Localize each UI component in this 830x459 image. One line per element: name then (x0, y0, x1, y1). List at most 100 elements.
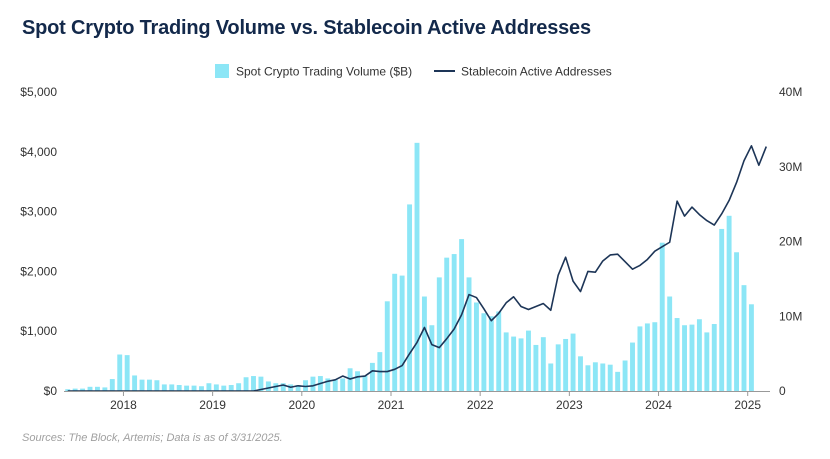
right-tick-label: 10M (779, 309, 802, 323)
volume-bar (674, 318, 680, 391)
x-tick-label: 2021 (378, 398, 405, 412)
volume-bar (236, 383, 242, 391)
right-tick-label: 30M (779, 160, 802, 174)
volume-bar (563, 338, 569, 391)
volume-bar (414, 142, 420, 391)
volume-bar (228, 385, 234, 391)
left-axis: $0 $1,000 $2,000 $3,000 $4,000 $5,000 (20, 85, 57, 398)
volume-bar (80, 388, 86, 391)
volume-bar (280, 383, 286, 391)
volume-bar (303, 380, 308, 391)
volume-bar (518, 338, 524, 391)
legend: Spot Crypto Trading Volume ($B) Stableco… (215, 64, 612, 79)
volume-bar (87, 386, 93, 391)
volume-bars (65, 142, 754, 391)
volume-bar (65, 389, 71, 391)
volume-bar (711, 324, 717, 391)
volume-bar (213, 384, 219, 391)
volume-bar (117, 354, 123, 391)
x-axis: 2018 2019 2020 2021 2022 2023 2024 2025 (110, 391, 761, 412)
volume-bar (176, 385, 182, 391)
volume-bar (94, 386, 100, 391)
volume-bar (184, 385, 190, 391)
volume-bar (265, 381, 271, 391)
volume-bar (355, 371, 360, 391)
volume-bar (741, 285, 747, 391)
volume-bar (630, 342, 635, 391)
volume-bar (607, 364, 613, 391)
volume-bar (748, 304, 754, 391)
volume-bar (719, 228, 725, 391)
right-axis: 0 10M 20M 30M 40M (779, 85, 802, 398)
volume-bar (332, 379, 338, 391)
volume-bar (325, 378, 331, 391)
volume-bar (161, 384, 167, 391)
volume-bar (667, 296, 673, 391)
left-tick-label: $3,000 (20, 205, 57, 219)
volume-bar (392, 273, 398, 391)
volume-bar (526, 330, 531, 391)
volume-bar (689, 324, 695, 391)
volume-bar (369, 362, 375, 391)
left-tick-label: $4,000 (20, 145, 57, 159)
volume-bar (704, 332, 710, 391)
volume-bar (384, 301, 390, 391)
left-tick-label: $2,000 (20, 264, 57, 278)
volume-bar (147, 379, 152, 391)
volume-bar (295, 385, 301, 391)
volume-bar (474, 302, 479, 391)
volume-bar (72, 388, 78, 391)
volume-bar (139, 379, 145, 391)
volume-bar (585, 365, 591, 391)
right-tick-label: 20M (779, 235, 802, 249)
volume-bar (533, 344, 539, 391)
left-tick-label: $5,000 (20, 85, 57, 99)
volume-bar (644, 323, 650, 391)
volume-bar (570, 333, 576, 391)
volume-bar (407, 204, 413, 391)
volume-bar (124, 355, 130, 391)
volume-bar (592, 362, 598, 391)
volume-bar (429, 325, 435, 391)
legend-label-addresses: Stablecoin Active Addresses (461, 65, 612, 79)
x-tick-label: 2022 (467, 398, 494, 412)
volume-bar (199, 386, 204, 391)
volume-bar (109, 379, 115, 391)
volume-bar (726, 215, 732, 391)
volume-bar (637, 326, 643, 391)
volume-bar (548, 363, 554, 391)
volume-bar (258, 376, 264, 391)
volume-bar (659, 242, 665, 391)
volume-bar (555, 344, 561, 391)
left-tick-label: $0 (44, 384, 58, 398)
source-note: Sources: The Block, Artemis; Data is as … (22, 432, 283, 444)
volume-bar (511, 336, 517, 391)
volume-bar (102, 387, 108, 391)
x-tick-label: 2019 (199, 398, 226, 412)
volume-bar (169, 384, 175, 391)
x-tick-label: 2025 (734, 398, 761, 412)
volume-bar (191, 385, 197, 391)
volume-bar (444, 257, 450, 391)
volume-bar (132, 375, 138, 391)
volume-bar (540, 337, 546, 391)
right-tick-label: 40M (779, 85, 802, 99)
legend-label-volume: Spot Crypto Trading Volume ($B) (236, 65, 412, 79)
volume-bar (362, 376, 368, 391)
volume-bar (399, 275, 405, 391)
volume-bar (578, 356, 583, 391)
volume-bar (615, 371, 621, 391)
volume-bar (221, 385, 227, 391)
volume-bar (451, 254, 457, 391)
x-tick-label: 2023 (556, 398, 583, 412)
volume-bar (682, 325, 687, 391)
right-tick-label: 0 (779, 384, 786, 398)
chart-title: Spot Crypto Trading Volume vs. Stablecoi… (22, 17, 591, 39)
volume-bar (206, 383, 212, 391)
volume-bar (436, 277, 442, 391)
volume-bar (652, 322, 658, 391)
volume-bar (696, 319, 702, 391)
volume-bar (600, 363, 606, 391)
volume-bar (466, 277, 472, 391)
